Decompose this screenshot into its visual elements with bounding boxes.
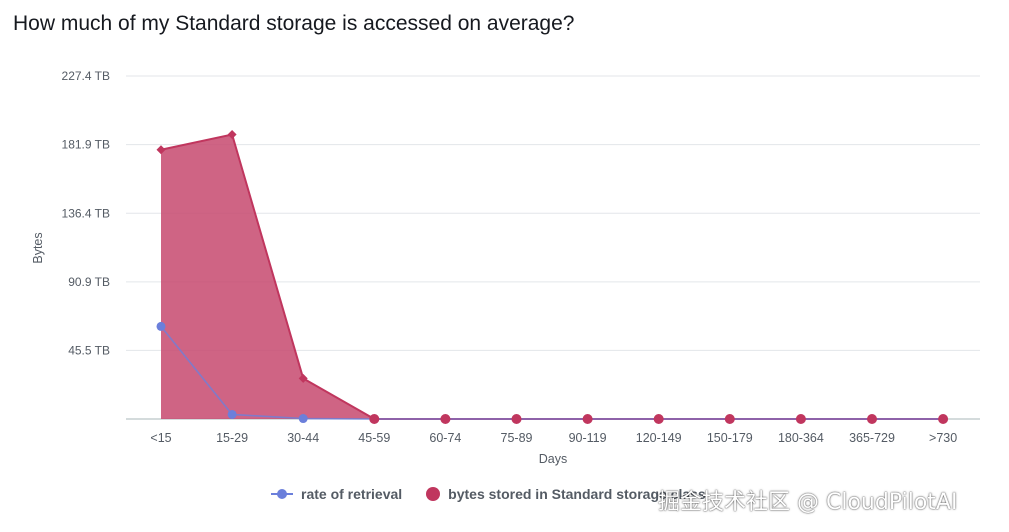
x-tick-label: 15-29 xyxy=(216,431,248,445)
stored-point xyxy=(156,145,166,155)
x-tick-label: 30-44 xyxy=(287,431,319,445)
stored-point xyxy=(653,414,664,424)
stored-point xyxy=(227,130,237,140)
x-tick-label: >730 xyxy=(929,431,957,445)
chart-title: How much of my Standard storage is acces… xyxy=(13,12,575,35)
y-axis-ticks: 45.5 TB 90.9 TB 136.4 TB 181.9 TB 227.4 TB xyxy=(62,69,110,357)
x-tick-label: 180-364 xyxy=(778,431,824,445)
x-tick-label: 120-149 xyxy=(636,431,682,445)
x-tick-label: <15 xyxy=(150,431,171,445)
area-chart: 45.5 TB 90.9 TB 136.4 TB 181.9 TB 227.4 TB <… xyxy=(31,69,980,466)
y-axis-label: Bytes xyxy=(31,232,45,263)
legend-label-retrieval: rate of retrieval xyxy=(301,486,403,502)
legend-label-stored: bytes stored in Standard storage class xyxy=(448,486,706,502)
x-tick-label: 60-74 xyxy=(429,431,461,445)
stored-point xyxy=(511,414,522,424)
y-tick-label: 45.5 TB xyxy=(68,343,110,357)
stored-point xyxy=(867,414,877,424)
y-tick-label: 90.9 TB xyxy=(68,275,110,289)
x-axis-label: Days xyxy=(539,452,567,466)
gridlines xyxy=(126,75,980,420)
stored-area xyxy=(161,134,944,420)
y-tick-label: 181.9 TB xyxy=(62,138,110,152)
retrieval-point xyxy=(156,321,166,331)
stored-point xyxy=(298,373,308,383)
retrieval-line xyxy=(160,325,944,420)
series-points xyxy=(156,130,949,424)
watermark: 掘金技术社区 @ CloudPilotAI xyxy=(658,490,958,515)
retrieval-legend-marker xyxy=(271,488,293,500)
stored-legend-marker xyxy=(426,487,441,501)
stored-point xyxy=(582,414,593,424)
x-tick-label: 150-179 xyxy=(707,431,753,445)
stored-point xyxy=(724,414,735,424)
x-axis-ticks: <15 15-29 30-44 45-59 60-74 75-89 90-119 120-14… xyxy=(150,431,957,445)
y-tick-label: 136.4 TB xyxy=(62,206,110,220)
stored-point xyxy=(440,414,451,424)
x-tick-label: 45-59 xyxy=(358,431,390,445)
retrieval-point xyxy=(298,414,308,424)
y-tick-label: 227.4 TB xyxy=(62,69,110,83)
stored-point xyxy=(369,414,380,424)
stored-point xyxy=(938,414,949,424)
x-tick-label: 90-119 xyxy=(569,431,607,445)
retrieval-point xyxy=(227,409,237,419)
x-tick-label: 365-729 xyxy=(849,431,895,445)
legend-item-retrieval[interactable]: rate of retrieval xyxy=(271,486,402,502)
x-tick-label: 75-89 xyxy=(501,431,533,445)
legend: rate of retrieval bytes stored in Standa… xyxy=(271,486,706,502)
stored-point xyxy=(795,414,806,424)
stored-area-fill xyxy=(161,134,944,420)
legend-item-stored[interactable]: bytes stored in Standard storage class xyxy=(426,486,706,502)
series-lines xyxy=(160,133,944,420)
